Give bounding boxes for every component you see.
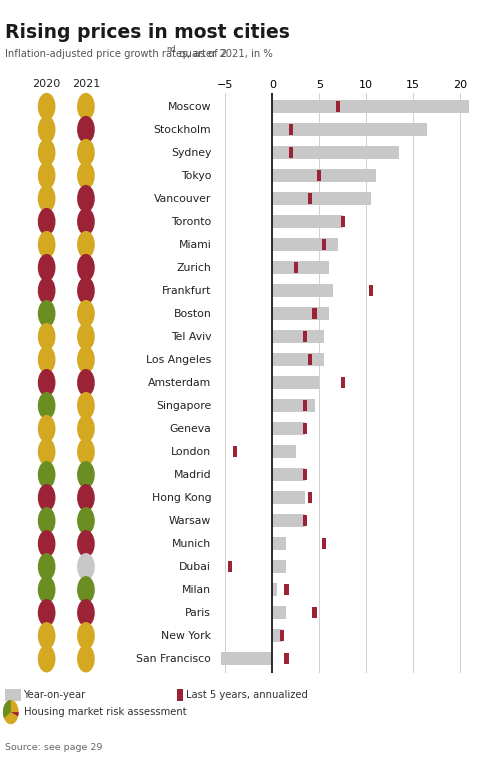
Bar [303, 423, 307, 434]
Bar [341, 377, 345, 388]
Text: Hong Kong: Hong Kong [152, 492, 211, 502]
Text: San Francisco: San Francisco [136, 654, 211, 663]
Text: Year-on-year: Year-on-year [24, 689, 86, 700]
Bar [303, 401, 307, 411]
Bar [273, 560, 286, 574]
Text: Geneva: Geneva [169, 423, 211, 434]
Text: 2020: 2020 [32, 79, 61, 89]
Bar [322, 239, 326, 250]
Text: quarter 2021, in %: quarter 2021, in % [176, 49, 273, 59]
Bar [273, 491, 305, 505]
Text: Zurich: Zurich [176, 263, 211, 273]
Bar [308, 492, 312, 503]
Bar [273, 468, 305, 481]
Bar [273, 146, 399, 160]
Bar [273, 330, 324, 344]
Text: Dubai: Dubai [179, 562, 211, 572]
Text: Source: see page 29: Source: see page 29 [5, 743, 102, 752]
Text: Miami: Miami [178, 239, 211, 249]
Bar [273, 307, 328, 320]
Text: Madrid: Madrid [173, 470, 211, 480]
Bar [308, 193, 312, 204]
Bar [341, 216, 345, 227]
Text: Milan: Milan [182, 584, 211, 595]
Bar [369, 285, 373, 296]
Bar [273, 353, 324, 366]
Text: London: London [171, 447, 211, 457]
Bar [289, 147, 293, 158]
Bar [273, 606, 286, 619]
Bar [322, 538, 326, 549]
Bar [228, 562, 232, 572]
Text: Tel Aviv: Tel Aviv [171, 331, 211, 342]
Bar [273, 583, 277, 597]
Bar [273, 376, 319, 389]
Bar [221, 652, 273, 666]
Bar [273, 445, 296, 458]
Bar [233, 446, 237, 458]
Text: Rising prices in most cities: Rising prices in most cities [5, 23, 290, 42]
Bar [289, 124, 293, 135]
Text: Warsaw: Warsaw [169, 516, 211, 526]
Bar [336, 101, 340, 112]
Bar [284, 654, 289, 664]
Text: Singapore: Singapore [156, 401, 211, 410]
Text: nd: nd [166, 45, 176, 54]
Text: 2021: 2021 [72, 79, 100, 89]
Text: Vancouver: Vancouver [154, 194, 211, 204]
Bar [303, 515, 307, 526]
Bar [273, 100, 469, 113]
Bar [273, 123, 427, 136]
Bar [273, 169, 376, 182]
Text: Boston: Boston [173, 309, 211, 318]
Text: Frankfurt: Frankfurt [162, 286, 211, 296]
Bar [273, 399, 315, 413]
Text: Inflation-adjusted price growth rates, as of 2: Inflation-adjusted price growth rates, a… [5, 49, 227, 59]
Bar [284, 584, 289, 595]
Text: Amsterdam: Amsterdam [148, 378, 211, 388]
Text: Housing market risk assessment: Housing market risk assessment [24, 707, 186, 717]
Bar [273, 629, 282, 642]
Bar [308, 354, 312, 365]
Bar [273, 422, 305, 435]
Bar [303, 469, 307, 480]
Bar [273, 238, 338, 252]
Text: Last 5 years, annualized: Last 5 years, annualized [186, 689, 307, 700]
Text: Munich: Munich [172, 539, 211, 549]
Bar [273, 261, 328, 274]
Bar [303, 331, 307, 342]
Text: Toronto: Toronto [171, 217, 211, 226]
Text: Moscow: Moscow [167, 102, 211, 112]
Text: Tokyo: Tokyo [181, 170, 211, 181]
Text: Stockholm: Stockholm [154, 125, 211, 135]
Bar [312, 607, 317, 618]
Bar [279, 630, 284, 641]
Bar [273, 537, 286, 550]
Bar [317, 170, 321, 181]
Text: Paris: Paris [185, 608, 211, 618]
Bar [312, 308, 317, 319]
Bar [273, 284, 333, 297]
Text: Sydney: Sydney [171, 147, 211, 157]
Bar [294, 262, 298, 273]
Text: New York: New York [161, 631, 211, 641]
Bar [273, 514, 305, 527]
Bar [273, 215, 343, 228]
Bar [273, 192, 371, 205]
Text: Los Angeles: Los Angeles [146, 355, 211, 365]
